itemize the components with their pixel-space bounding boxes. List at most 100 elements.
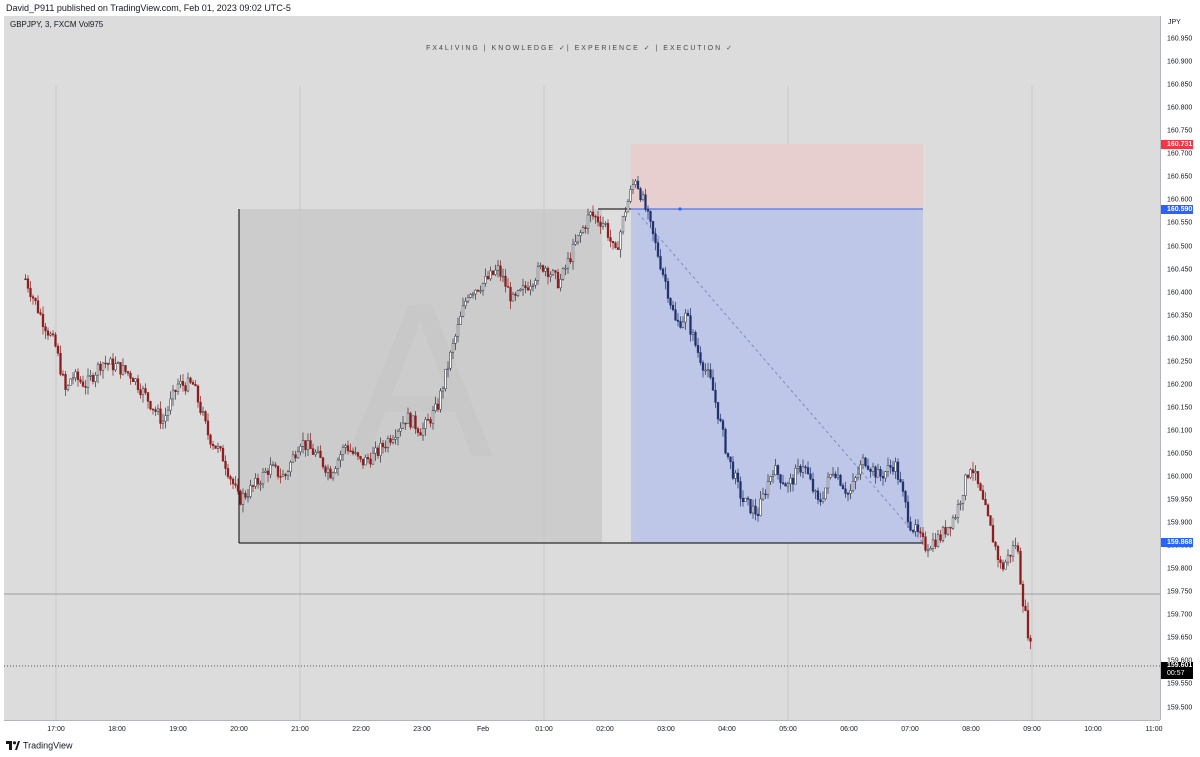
candle-body xyxy=(884,471,887,479)
candle-body xyxy=(1004,561,1007,570)
candle-body xyxy=(381,442,385,448)
candle-body xyxy=(139,389,142,396)
candle-body xyxy=(1019,551,1022,585)
candle-body xyxy=(981,490,985,500)
candle-body xyxy=(821,498,825,502)
candle-body xyxy=(319,450,322,459)
candle-body xyxy=(586,214,590,229)
candle-body xyxy=(439,390,442,410)
candlestick-series[interactable] xyxy=(24,175,1032,650)
candle-body xyxy=(684,312,687,323)
time-tick-label: 04:00 xyxy=(718,726,736,733)
candle-body xyxy=(151,408,155,411)
candle-body xyxy=(456,324,460,337)
candle-body xyxy=(91,375,95,382)
candle-body xyxy=(459,316,462,325)
candle-body xyxy=(239,490,242,505)
candle-body xyxy=(161,420,165,424)
candle-body xyxy=(99,363,102,371)
candle-body xyxy=(874,466,877,478)
candle-body xyxy=(311,448,315,455)
candle-body xyxy=(451,343,455,353)
candle-body xyxy=(361,458,365,466)
stop-loss-zone[interactable] xyxy=(631,144,923,209)
candle-body xyxy=(984,499,987,506)
candle-body xyxy=(194,384,197,387)
candle-body xyxy=(746,497,750,500)
candle-body xyxy=(701,362,705,371)
candle-body xyxy=(891,467,895,472)
candle-body xyxy=(174,389,177,392)
candle-body xyxy=(814,490,817,493)
candle-body xyxy=(224,461,227,469)
candle-body xyxy=(1016,545,1020,552)
time-axis[interactable] xyxy=(4,720,1160,738)
candle-body xyxy=(931,539,935,549)
candle-body xyxy=(486,276,490,280)
candle-body xyxy=(569,258,572,262)
chart-canvas[interactable]: A xyxy=(4,16,1160,720)
footer-brand[interactable]: TradingView xyxy=(6,740,73,754)
candle-body xyxy=(129,372,132,379)
candle-body xyxy=(216,446,220,449)
candle-body xyxy=(526,287,530,291)
candle-body xyxy=(719,418,722,421)
candle-body xyxy=(736,472,740,482)
candle-body xyxy=(401,422,405,429)
candle-body xyxy=(776,465,780,475)
price-tick-label: 160.700 xyxy=(1167,150,1193,158)
candle-body xyxy=(616,247,620,250)
candle-body xyxy=(734,472,737,479)
candle-body xyxy=(74,371,77,379)
candle-body xyxy=(366,457,370,460)
candle-body xyxy=(596,216,600,223)
gray-range-box[interactable] xyxy=(239,209,602,543)
candle-body xyxy=(301,440,305,447)
candle-body xyxy=(36,300,40,313)
candle-body xyxy=(604,223,607,225)
candle-body xyxy=(291,454,295,463)
candle-body xyxy=(784,483,787,487)
symbol-legend[interactable]: GBPJPY, 3, FXCM Vol975 xyxy=(10,20,104,29)
price-tick-label: 159.500 xyxy=(1167,704,1193,711)
candle-body xyxy=(104,362,107,365)
candle-body xyxy=(599,221,602,227)
price-tick-label: 159.950 xyxy=(1167,496,1193,504)
gray-range-gap xyxy=(602,209,632,543)
candle-body xyxy=(534,280,537,286)
time-tick-label: 18:00 xyxy=(108,726,126,733)
candle-body xyxy=(759,498,762,516)
candle-body xyxy=(1014,545,1017,548)
price-tick-label: 160.150 xyxy=(1167,404,1193,412)
candle-body xyxy=(429,419,432,424)
candle-body xyxy=(191,382,195,385)
candle-body xyxy=(559,279,562,289)
candle-body xyxy=(324,466,327,473)
candle-body xyxy=(441,388,445,392)
time-tick-label: 22:00 xyxy=(352,726,370,733)
candle-body xyxy=(424,419,427,429)
price-tick-label: 160.950 xyxy=(1167,35,1193,43)
time-tick-label: Feb xyxy=(476,726,490,733)
candle-body xyxy=(966,474,970,478)
candle-body xyxy=(851,480,855,491)
candle-body xyxy=(634,180,637,185)
candle-body xyxy=(421,428,425,436)
candle-body xyxy=(391,439,395,443)
candle-body xyxy=(799,465,802,473)
entry-handle[interactable] xyxy=(678,207,682,211)
candle-body xyxy=(886,465,890,473)
candle-body xyxy=(449,351,452,369)
candle-body xyxy=(729,456,732,463)
currency-label: JPY xyxy=(1168,19,1181,26)
candle-body xyxy=(186,377,190,392)
candle-body xyxy=(879,468,882,477)
bar-countdown: 00:57 xyxy=(1167,670,1185,677)
candle-body xyxy=(644,194,647,210)
price-tick-label: 160.000 xyxy=(1167,473,1193,481)
candle-body xyxy=(416,428,420,433)
price-axis[interactable] xyxy=(1160,16,1200,720)
candle-body xyxy=(331,472,335,479)
candle-body xyxy=(614,242,617,248)
trend-projection-line[interactable] xyxy=(637,212,924,544)
